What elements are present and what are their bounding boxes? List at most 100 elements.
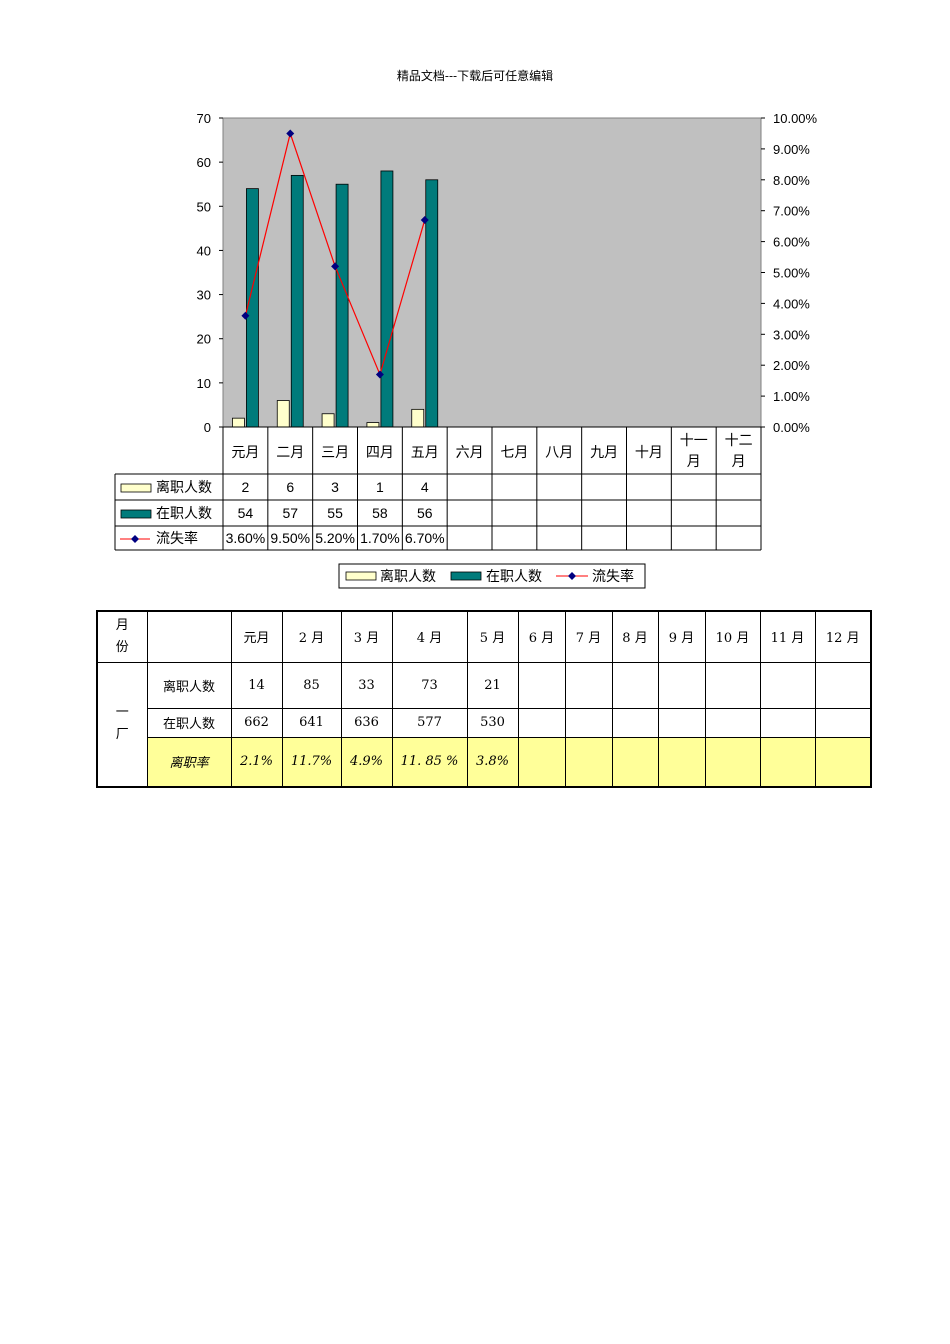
table-cell [611,736,659,788]
line-marker [241,311,250,320]
table-cell [704,707,761,738]
table-cell: 641 [281,707,342,738]
table-cell [814,736,872,788]
table-cell [517,661,566,709]
month-cell: 7 月 [564,610,613,663]
bar-resigned [232,417,245,428]
month-cell: 11 月 [759,610,816,663]
category-label: 六月 [456,444,484,460]
row-label: 离职率 [146,736,232,788]
table-legend-marker [131,535,139,543]
table-cell [564,661,613,709]
table-cell [611,707,659,738]
line-marker [420,215,429,224]
legend-box [338,563,646,589]
month-cell: 10 月 [704,610,761,663]
category-label: 元月 [231,444,259,460]
data-table-value: 1.70% [360,530,400,546]
table-cell [759,661,816,709]
y-tick-label: 30 [197,288,211,303]
y2-tick-label: 5.00% [773,266,810,281]
category-label: 七月 [500,444,528,460]
factory-label-cell: 一 厂 [96,661,148,788]
month-cell: 元月 [230,610,283,663]
data-table-value: 3.60% [226,530,266,546]
data-table-value: 4 [421,479,429,495]
table-cell [759,707,816,738]
data-table-value: 6 [286,479,294,495]
data-table-value: 9.50% [270,530,310,546]
bar-resigned [411,408,425,428]
month-cell: 6 月 [517,610,566,663]
y2-tick-label: 2.00% [773,358,810,373]
month-cell: 4 月 [391,610,468,663]
table-cell: 11.7% [281,736,342,788]
table-series-name: 在职人数 [156,505,212,521]
bar-employed [246,188,259,428]
category-label: 三月 [321,444,349,460]
category-label: 十二 [725,432,753,448]
y2-tick-label: 8.00% [773,173,810,188]
month-cell: 9 月 [657,610,706,663]
data-table-value: 6.70% [405,530,445,546]
table-series-name: 离职人数 [156,479,212,495]
table-row-highlight: 离职率 2.1% 11.7% 4.9% 11. 85 % 3.8% [97,736,872,788]
category-label: 四月 [366,444,394,460]
table-cell: 21 [466,661,519,709]
blank-header-cell [146,610,232,663]
data-table-value: 5.20% [315,530,355,546]
table-cell: 85 [281,661,342,709]
month-header-char: 份 [115,639,129,655]
legend-label: 离职人数 [380,568,436,584]
table-series-name: 流失率 [156,530,198,546]
table-row: 一 厂 离职人数 14 85 33 73 21 [96,661,872,788]
table-cell: 577 [391,707,468,738]
bar-resigned [321,413,335,428]
table-cell: 530 [466,707,519,738]
data-table-value: 3 [331,479,339,495]
month-cell: 2 月 [281,610,342,663]
table-cell: 2.1% [230,736,283,788]
table-cell: 662 [230,707,283,738]
table-legend-key-employed [120,509,152,519]
bar-employed [380,170,394,428]
table-cell [657,736,706,788]
y2-tick-label: 1.00% [773,389,810,404]
table-cell: 33 [340,661,393,709]
table-cell: 636 [340,707,393,738]
data-table-value: 56 [417,505,433,521]
legend-key-resigned [345,571,377,581]
table-legend-key-resigned [120,483,152,493]
table-cell [814,661,872,709]
y2-tick-label: 10.00% [773,111,818,126]
table-cell: 11. 85 % [391,736,468,788]
bar-employed [425,179,439,428]
category-label: 月 [687,453,701,469]
table-cell [564,707,613,738]
table-row: 在职人数 662 641 636 577 530 [97,707,872,738]
month-cell: 12 月 [814,610,872,663]
y2-tick-label: 3.00% [773,327,810,342]
data-table-value: 57 [282,505,298,521]
y-tick-label: 10 [197,376,211,391]
data-table-value: 58 [372,505,388,521]
y2-tick-label: 4.00% [773,296,810,311]
category-label: 十一 [680,432,708,448]
row-label: 离职人数 [146,661,232,709]
table-cell [704,736,761,788]
month-cell: 5 月 [466,610,519,663]
bar-employed [335,183,349,428]
line-marker [375,370,384,379]
table-cell [611,661,659,709]
table-cell [814,707,872,738]
table-cell [564,736,613,788]
y-tick-label: 0 [204,420,211,435]
y-tick-label: 70 [197,111,211,126]
data-table-value: 55 [327,505,343,521]
turnover-table: 月 份 元月 2 月 3 月 4 月 5 月 6 月 7 月 8 月 9 月 1… [96,610,872,788]
category-label: 五月 [411,444,439,460]
table-cell [517,736,566,788]
plot-area [222,117,762,428]
y2-tick-label: 0.00% [773,420,810,435]
month-cell: 8 月 [611,610,659,663]
